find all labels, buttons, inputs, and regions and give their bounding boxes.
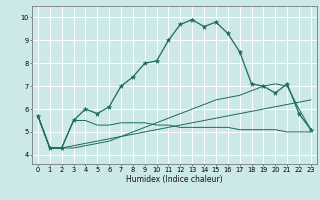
X-axis label: Humidex (Indice chaleur): Humidex (Indice chaleur) (126, 175, 223, 184)
